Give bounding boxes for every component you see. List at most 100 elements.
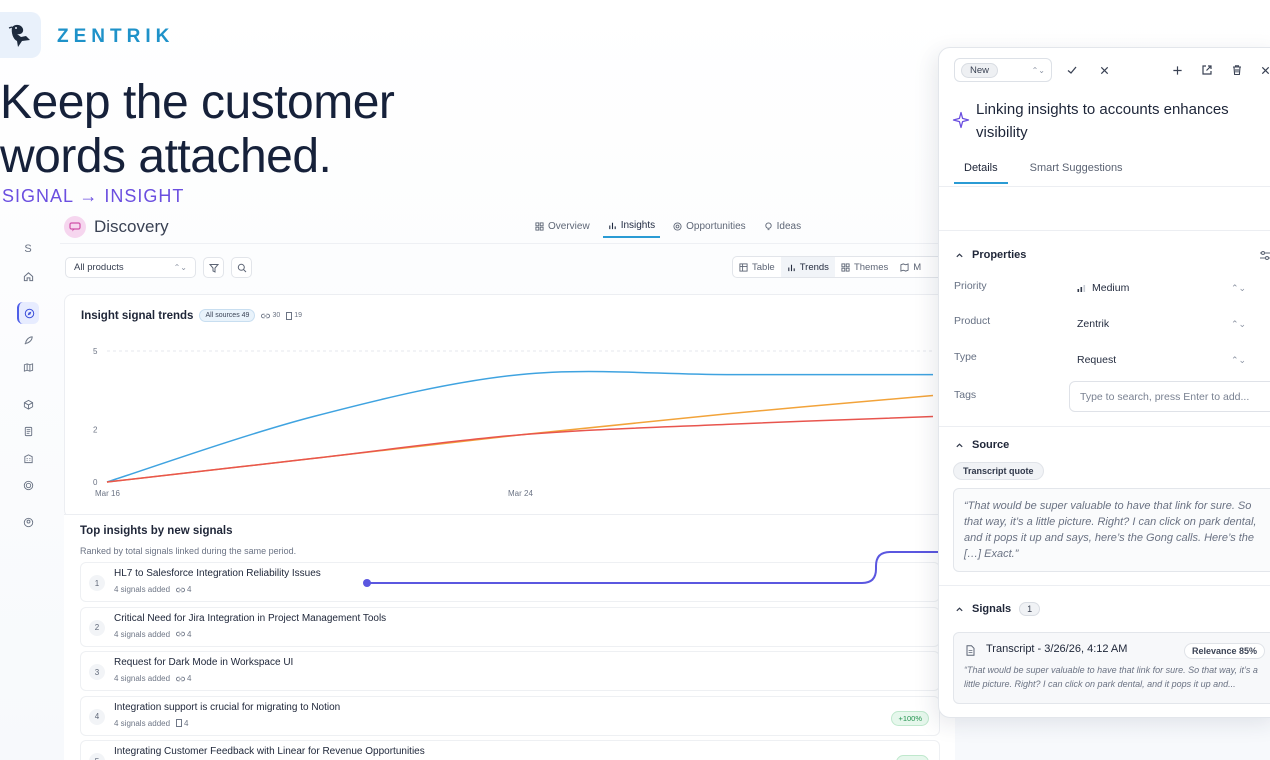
product-filter-value: All products [74, 262, 124, 273]
source-section-header[interactable]: Source [955, 439, 1009, 451]
signal-card[interactable]: Transcript - 3/26/26, 4:12 AM Relevance … [953, 632, 1270, 704]
x-tick-label: Mar 16 [95, 489, 120, 498]
x-tick-label: Mar 24 [508, 489, 533, 498]
links-count: 30 [261, 312, 280, 319]
insight-row[interactable]: 5 Integrating Customer Feedback with Line… [80, 740, 940, 760]
tags-input[interactable]: Type to search, press Enter to add... [1069, 381, 1270, 412]
priority-value: Medium [1092, 282, 1130, 294]
page-headline: Keep the customer words attached. [0, 76, 395, 184]
open-external-button[interactable] [1199, 62, 1215, 78]
view-tab-map[interactable]: M [894, 257, 927, 277]
row-meta-count: 4 [187, 629, 192, 639]
tab-ideas[interactable]: Ideas [759, 214, 806, 238]
rocket-icon[interactable] [17, 329, 39, 351]
sources-pill-count: 49 [241, 312, 250, 319]
target-icon[interactable] [17, 474, 39, 496]
brand-name: ZENTRIK [57, 26, 175, 47]
filter-button[interactable] [203, 257, 224, 278]
insight-title: Linking insights to accounts enhances vi… [976, 101, 1229, 141]
rank-badge: 1 [89, 575, 105, 591]
building-icon[interactable] [17, 447, 39, 469]
chevron-updown-icon: ⌃⌄ [1231, 319, 1247, 329]
bar-chart-icon [608, 222, 616, 229]
close-icon [1100, 66, 1108, 74]
section-title: Discovery [94, 217, 169, 236]
document-icon[interactable] [17, 420, 39, 442]
trash-icon [1233, 65, 1241, 76]
insight-detail-panel: New ⌃⌄ Linking insights to accounts enha… [938, 47, 1270, 718]
view-tab-themes[interactable]: Themes [835, 257, 894, 277]
series-line-3 [106, 415, 934, 483]
cube-icon[interactable] [17, 393, 39, 415]
insight-row[interactable]: 3 Request for Dark Mode in Workspace UI 4 … [80, 651, 940, 691]
signals-count: 1 [1019, 602, 1041, 616]
map-icon[interactable] [17, 356, 39, 378]
insight-row-title: Request for Dark Mode in Workspace UI [114, 657, 294, 668]
view-tab-label: Table [752, 261, 775, 273]
properties-title: Properties [972, 249, 1027, 261]
tab-overview[interactable]: Overview [530, 214, 595, 238]
tab-smart-suggestions[interactable]: Smart Suggestions [1029, 162, 1123, 174]
dismiss-button[interactable] [1096, 62, 1112, 78]
view-tab-label: Themes [853, 261, 889, 273]
top-insights-card: Top insights by new signals Ranked by to… [64, 514, 955, 760]
close-icon [1261, 66, 1269, 74]
type-select[interactable]: Request [1077, 354, 1116, 366]
signals-title: Signals [972, 603, 1012, 615]
insight-row-stats: 4 signals added 4 [114, 719, 189, 728]
product-filter-select[interactable]: All products ⌃⌄ [65, 257, 196, 278]
top-insights-subtitle: Ranked by total signals linked during th… [80, 546, 297, 556]
view-tabs: Table Trends Themes M [732, 256, 955, 278]
map-icon [900, 262, 909, 272]
tab-details[interactable]: Details [954, 160, 1008, 184]
properties-section-header[interactable]: Properties [955, 249, 1026, 261]
workspace-avatar[interactable]: S [24, 243, 32, 255]
user-circle-icon[interactable] [17, 511, 39, 533]
signal-title: Transcript - 3/26/26, 4:12 AM [986, 643, 1128, 655]
signals-section-header[interactable]: Signals 1 [955, 602, 1041, 616]
add-button[interactable] [1169, 62, 1185, 78]
close-panel-button[interactable] [1257, 62, 1270, 78]
search-button[interactable] [231, 257, 252, 278]
insight-row-title: HL7 to Salesforce Integration Reliabilit… [114, 568, 321, 579]
y-tick-label: 5 [93, 347, 98, 356]
chevron-updown-icon: ⌃⌄ [1231, 355, 1247, 365]
divider [939, 186, 1270, 187]
chevron-up-icon [956, 252, 963, 257]
relevance-badge: Relevance 85% [1184, 643, 1266, 659]
confirm-button[interactable] [1064, 62, 1080, 78]
insight-row[interactable]: 2 Critical Need for Jira Integration in P… [80, 606, 940, 647]
view-tab-trends[interactable]: Trends [780, 257, 835, 277]
sources-pill-label: All sources [205, 312, 240, 319]
settings-sliders-icon[interactable] [1259, 250, 1270, 261]
divider [939, 426, 1270, 427]
link-icon [176, 676, 186, 681]
sources-filter-pill[interactable]: All sources 49 [199, 309, 256, 322]
chevron-updown-icon: ⌃⌄ [1031, 65, 1045, 75]
home-icon[interactable] [17, 265, 39, 287]
insight-row-stats: 4 signals added 4 [114, 630, 192, 639]
external-link-icon [1202, 65, 1212, 75]
grid-icon [535, 221, 544, 231]
status-select[interactable]: New ⌃⌄ [954, 58, 1052, 82]
delete-button[interactable] [1229, 62, 1245, 78]
tab-insights[interactable]: Insights [602, 214, 661, 238]
insight-row[interactable]: 1 HL7 to Salesforce Integration Reliabili… [80, 562, 940, 602]
view-tab-table[interactable]: Table [733, 257, 781, 277]
insight-row-title: Integration support is crucial for migra… [114, 701, 341, 713]
insight-row[interactable]: 4 Integration support is crucial for migr… [80, 695, 940, 736]
search-icon [237, 263, 246, 272]
rank-badge: 2 [89, 619, 105, 636]
discovery-compass-icon[interactable] [17, 302, 39, 324]
tab-opportunities[interactable]: Opportunities [668, 214, 750, 238]
priority-label: Priority [954, 280, 987, 292]
insight-row-title: Critical Need for Jira Integration in Pr… [114, 612, 387, 624]
y-tick-label: 2 [93, 426, 98, 435]
insight-row-title: Integrating Customer Feedback with Linea… [114, 746, 425, 757]
priority-select[interactable]: Medium [1077, 282, 1129, 294]
y-tick-label: 0 [93, 478, 98, 487]
headline-line-2: words attached. [0, 130, 332, 183]
rank-badge: 5 [89, 753, 105, 760]
product-select[interactable]: Zentrik [1077, 318, 1109, 330]
link-icon [261, 313, 271, 318]
